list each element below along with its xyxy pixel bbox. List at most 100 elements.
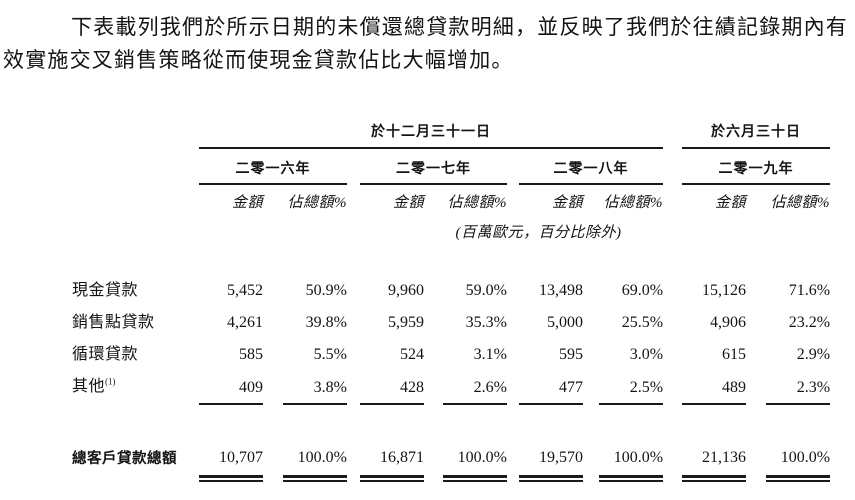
pct-header: 佔總額% xyxy=(603,195,664,211)
gap xyxy=(583,276,599,308)
gap xyxy=(583,476,599,481)
total-amount-cell: 16,871 xyxy=(380,448,424,466)
gap xyxy=(663,476,682,481)
amount-cell: 615 xyxy=(722,346,747,363)
row-label: 其他(1) xyxy=(72,376,116,395)
gap xyxy=(663,276,682,308)
gap xyxy=(507,276,519,308)
year-header-row: 二零一六年 二零一七年 二零一八年 二零一九年 xyxy=(72,148,831,185)
pct-cell: 59.0% xyxy=(465,282,507,299)
pct-cell: 71.6% xyxy=(788,282,831,299)
amount-cell: 15,126 xyxy=(702,282,747,299)
amount-header: 金額 xyxy=(551,195,583,211)
table-row-revolving-loans: 循環貸款 585 5.5% 524 3.1% 595 3.0% 615 2.9% xyxy=(72,340,830,372)
table-row-others: 其他(1) 409 3.8% 428 2.6% 477 2.5% 489 2.3… xyxy=(72,372,831,405)
amount-cell: 477 xyxy=(519,372,583,405)
gap xyxy=(507,148,519,184)
pct-cell: 2.6% xyxy=(443,372,507,405)
col-group-header-dec31: 於十二月三十一日 xyxy=(199,112,664,149)
amount-cell: 4,261 xyxy=(227,314,263,331)
year-header-2018: 二零一八年 xyxy=(519,148,664,185)
gap xyxy=(347,340,360,372)
gap xyxy=(746,308,766,340)
amount-cell: 9,960 xyxy=(388,282,424,299)
gap xyxy=(663,112,682,148)
gap xyxy=(263,276,283,308)
gap xyxy=(663,340,682,372)
gap xyxy=(347,308,360,340)
year-header-2017: 二零一七年 xyxy=(360,148,507,185)
pct-cell: 50.9% xyxy=(305,282,347,299)
spacer xyxy=(72,404,830,447)
double-rule xyxy=(443,474,507,482)
pct-header: 佔總額% xyxy=(447,195,507,211)
gap xyxy=(424,447,443,476)
pct-cell: 25.5% xyxy=(621,314,664,331)
total-pct-cell: 100.0% xyxy=(457,448,507,466)
loans-breakdown-table: 於十二月三十一日 於六月三十日 二零一六年 二零一七年 二零一八年 二零一九年 … xyxy=(72,112,831,482)
pct-cell: 5.5% xyxy=(313,346,347,363)
amount-cell: 5,959 xyxy=(388,314,424,331)
pct-cell: 35.3% xyxy=(465,314,507,331)
gap xyxy=(746,372,766,404)
amount-cell: 5,000 xyxy=(547,314,583,331)
gap xyxy=(746,476,766,481)
year-header-2016: 二零一六年 xyxy=(199,148,347,185)
pct-cell: 23.2% xyxy=(788,314,831,331)
amount-cell: 489 xyxy=(682,372,747,405)
pct-cell: 2.5% xyxy=(599,372,664,405)
amount-cell: 585 xyxy=(239,346,263,363)
amount-cell: 4,906 xyxy=(710,314,747,331)
double-rule xyxy=(199,474,263,482)
double-rule xyxy=(766,474,831,482)
gap xyxy=(347,184,360,214)
row-label: 循環貸款 xyxy=(72,346,139,363)
gap xyxy=(347,276,360,308)
col-group-header-jun30: 於六月三十日 xyxy=(682,112,831,149)
unit-note: (百萬歐元，百分比除外) xyxy=(455,225,622,241)
table-row-cash-loans: 現金貸款 5,452 50.9% 9,960 59.0% 13,498 69.0… xyxy=(72,276,830,308)
gap xyxy=(507,476,519,481)
pct-cell: 3.1% xyxy=(473,346,507,363)
gap xyxy=(263,340,283,372)
gap xyxy=(663,184,682,214)
gap xyxy=(72,214,199,246)
year-header-2019: 二零一九年 xyxy=(682,148,831,185)
pct-cell: 3.8% xyxy=(283,372,347,405)
gap xyxy=(746,184,766,214)
amount-header: 金額 xyxy=(231,195,263,211)
pct-header: 佔總額% xyxy=(287,195,347,211)
unit-note-row: (百萬歐元，百分比除外) xyxy=(72,214,830,246)
amount-header: 金額 xyxy=(715,195,747,211)
gap xyxy=(72,148,199,184)
gap xyxy=(263,372,283,404)
amount-cell: 409 xyxy=(199,372,263,405)
gap xyxy=(347,476,360,481)
gap xyxy=(72,476,199,481)
gap xyxy=(663,308,682,340)
gap xyxy=(72,112,199,148)
gap xyxy=(746,340,766,372)
pct-cell: 2.9% xyxy=(796,346,831,363)
amount-header: 金額 xyxy=(392,195,424,211)
gap xyxy=(507,447,519,476)
gap xyxy=(507,372,519,404)
intro-paragraph: 下表載列我們於所示日期的未償還總貸款明細，並反映了我們於往績記錄期內有效實施交叉… xyxy=(3,15,848,72)
pct-header: 佔總額% xyxy=(770,195,831,211)
total-amount-cell: 21,136 xyxy=(702,448,747,466)
gap xyxy=(263,476,283,481)
total-double-rule-row xyxy=(72,474,831,482)
gap xyxy=(263,308,283,340)
total-pct-cell: 100.0% xyxy=(297,448,347,466)
gap xyxy=(507,184,519,214)
gap xyxy=(424,340,443,372)
gap xyxy=(263,447,283,476)
gap xyxy=(347,148,360,184)
gap xyxy=(583,340,599,372)
gap xyxy=(583,184,599,214)
gap xyxy=(347,372,360,404)
gap xyxy=(347,447,360,476)
gap xyxy=(663,148,682,184)
gap xyxy=(424,184,443,214)
